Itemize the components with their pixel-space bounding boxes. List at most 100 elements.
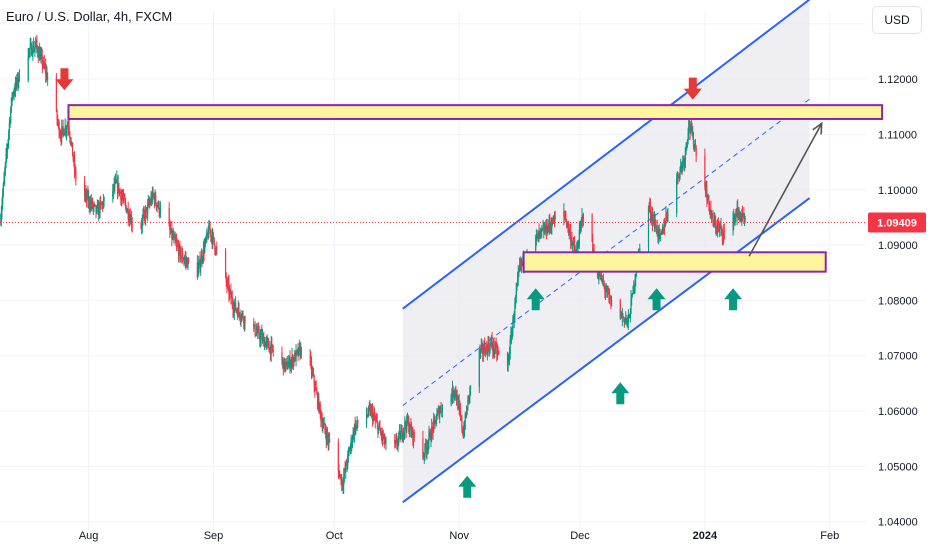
candle-body [61,127,63,139]
candle-body [71,141,73,143]
candle-body [719,227,721,229]
candle-body [458,402,460,407]
candle-body [694,144,697,148]
candle-body [244,316,246,325]
candle-body [293,358,295,362]
candle-body [114,182,116,188]
candle-body [3,178,5,184]
candle-body [45,67,47,75]
candle-body [203,247,205,253]
candle-body [230,290,232,299]
channel-upper-line [402,0,811,310]
candle-body [227,282,229,284]
candle-body [665,214,667,223]
candle-body [14,82,17,92]
candle-body [521,261,523,265]
candle-body [124,198,126,202]
candle-body [17,81,19,85]
candle-body [2,194,4,204]
candle-body [89,205,91,208]
candle-body [695,147,697,156]
candle-body [478,349,480,387]
candle-body [198,263,200,269]
candle-body [709,209,711,213]
candle-body [60,137,62,139]
candle-body [233,309,235,312]
candle-body [350,439,352,447]
candle-body [511,328,513,339]
candle-body [228,290,231,295]
candle-body [694,144,696,147]
candle-body [208,224,210,238]
candle-body [128,216,131,220]
x-tick-label: Dec [570,530,590,542]
candle-body [631,293,633,295]
candle-body [397,438,399,445]
candle-body [666,214,668,216]
candle-body [196,261,198,278]
candle-body [647,206,650,249]
candle-body [142,215,144,219]
candle-body [18,72,20,82]
candle-body [187,258,189,268]
candle-body [102,201,104,207]
candle-body [545,223,547,231]
candle-body [323,423,325,425]
candle-body [455,395,458,400]
candle-body [311,370,313,373]
candle-body [56,110,58,120]
candle-body [235,309,237,311]
candle-body [439,407,441,412]
currency-button[interactable]: USD [872,6,922,34]
candle-body [693,145,695,147]
candle-body [678,175,680,178]
candle-body [486,347,488,354]
candle-body [553,217,556,220]
candle-body [384,434,386,444]
candle-body [598,273,600,277]
candle-body [635,270,638,275]
candle-body [95,204,97,213]
candle-body [292,358,294,365]
candle-body [399,431,401,440]
candle-body [608,294,611,298]
candle-body [408,421,410,433]
candle-body [573,241,575,245]
candle-body [228,282,230,295]
candle-body [299,347,301,357]
x-tick-label: Sep [204,530,224,542]
candle-body [365,415,368,425]
candle-body [735,215,737,217]
candle-body [410,428,413,434]
candle-body [715,227,717,229]
candle-body [338,470,340,478]
candle-body [33,48,35,51]
candle-body [553,217,555,224]
candle-body [381,432,383,437]
candle-body [144,213,146,219]
candle-body [294,353,296,361]
candle-body [257,328,260,330]
candle-body [98,205,100,213]
candle-body [707,195,709,199]
candle-body [211,235,213,243]
candle-body [541,228,544,231]
candle-body [382,437,384,439]
candle-body [310,362,313,373]
candle-body [383,434,385,438]
candle-body [224,249,227,276]
candle-body [216,248,218,250]
candle-body [98,205,100,215]
candle-body [680,165,682,167]
channel-lower-line [402,197,811,504]
candle-body [492,346,494,351]
candle-body [717,225,719,231]
candle-body [28,49,30,57]
candle-body [324,429,327,435]
candle-body [706,198,709,201]
candle-body [327,433,329,438]
candle-body [205,238,207,240]
candle-body [606,287,608,292]
